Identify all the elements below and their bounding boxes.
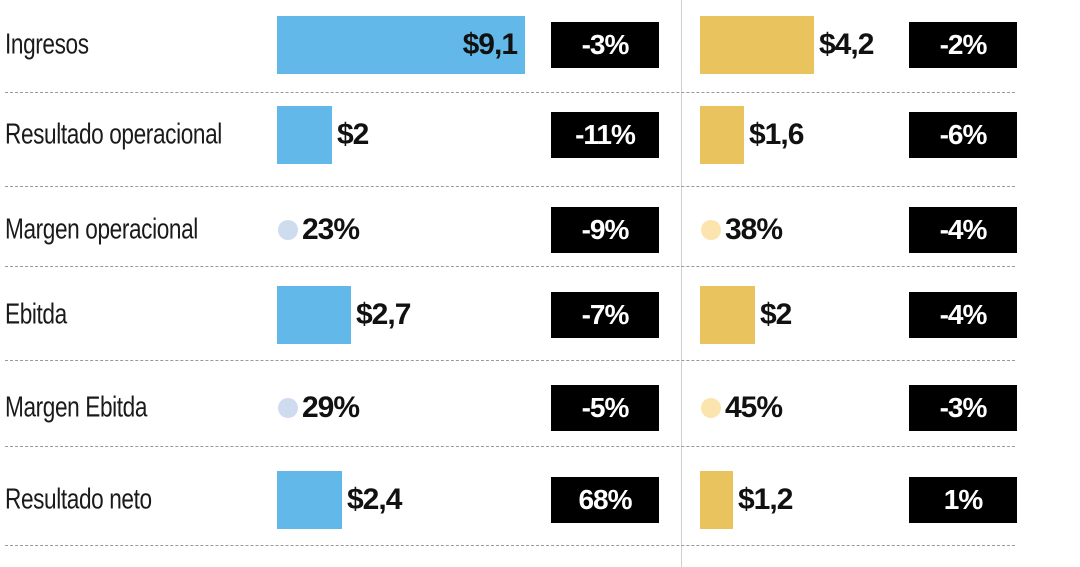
data-bar [277, 16, 525, 74]
percent-marker [701, 220, 721, 240]
change-badge: -5% [551, 385, 659, 431]
value-label: $4,2 [819, 28, 874, 61]
column-divider [681, 0, 682, 567]
change-badge: -11% [551, 112, 659, 158]
data-bar [700, 16, 814, 74]
data-bar [700, 286, 755, 344]
value-label: 23% [302, 213, 360, 246]
change-badge: -2% [909, 22, 1017, 68]
change-badge: -4% [909, 207, 1017, 253]
row-separator [5, 360, 1015, 361]
data-bar [700, 471, 733, 529]
value-label: $1,2 [738, 483, 793, 516]
data-bar [277, 471, 342, 529]
data-bar [277, 106, 332, 164]
change-badge: -3% [551, 22, 659, 68]
change-badge: -9% [551, 207, 659, 253]
change-badge: -3% [909, 385, 1017, 431]
row-separator [5, 186, 1015, 187]
data-bar [277, 286, 351, 344]
category-label: Margen operacional [5, 213, 198, 246]
category-label: Ebitda [5, 298, 67, 331]
change-badge: -4% [909, 292, 1017, 338]
change-badge: 1% [909, 477, 1017, 523]
change-badge: 68% [551, 477, 659, 523]
value-label: $1,6 [749, 118, 804, 151]
category-label: Margen Ebitda [5, 391, 148, 424]
category-label: Ingresos [5, 28, 89, 61]
change-badge: -7% [551, 292, 659, 338]
row-separator [5, 545, 1015, 546]
value-label: $2 [760, 298, 792, 331]
row-separator [5, 446, 1015, 447]
value-label: 38% [725, 213, 783, 246]
category-label: Resultado neto [5, 483, 152, 516]
data-bar [700, 106, 744, 164]
change-badge: -6% [909, 112, 1017, 158]
value-label: 45% [725, 391, 783, 424]
value-label: $2,4 [347, 483, 402, 516]
percent-marker [278, 398, 298, 418]
row-separator [5, 92, 1015, 93]
percent-marker [278, 220, 298, 240]
row-separator [5, 266, 1015, 267]
value-label: $9,1 [462, 28, 518, 61]
value-label: $2,7 [356, 298, 411, 331]
percent-marker [701, 398, 721, 418]
category-label: Resultado operacional [5, 118, 222, 151]
value-label: $2 [337, 118, 369, 151]
value-label: 29% [302, 391, 360, 424]
